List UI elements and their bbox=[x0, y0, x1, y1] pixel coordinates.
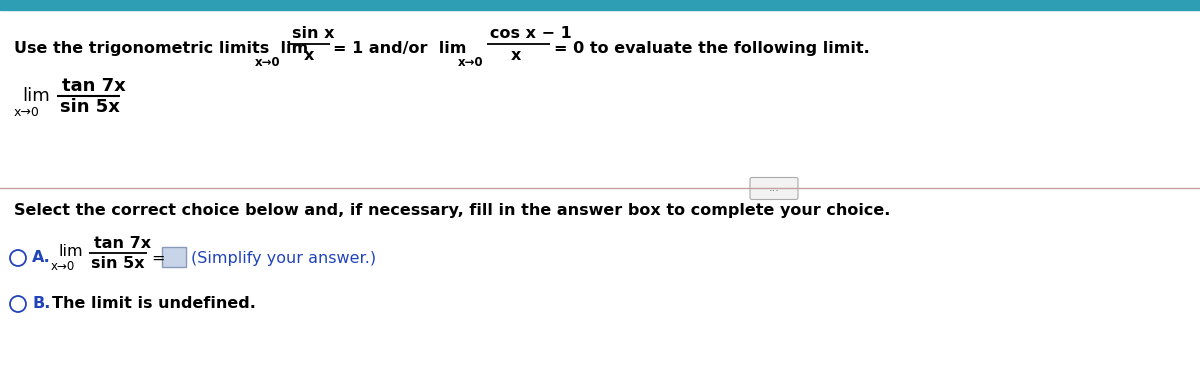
Text: tan 7x: tan 7x bbox=[94, 236, 151, 251]
Text: The limit is undefined.: The limit is undefined. bbox=[52, 296, 256, 311]
FancyBboxPatch shape bbox=[750, 178, 798, 199]
Text: =: = bbox=[151, 250, 164, 265]
Text: (Simplify your answer.): (Simplify your answer.) bbox=[191, 250, 376, 265]
Text: lim: lim bbox=[58, 244, 83, 259]
Text: B.: B. bbox=[32, 296, 50, 311]
Text: Use the trigonometric limits  lim: Use the trigonometric limits lim bbox=[14, 41, 308, 56]
Text: sin 5x: sin 5x bbox=[91, 255, 145, 270]
Text: cos x − 1: cos x − 1 bbox=[490, 26, 571, 41]
Text: Select the correct choice below and, if necessary, fill in the answer box to com: Select the correct choice below and, if … bbox=[14, 203, 890, 219]
Text: tan 7x: tan 7x bbox=[62, 77, 126, 95]
Text: A.: A. bbox=[32, 250, 50, 265]
Text: x: x bbox=[304, 48, 314, 63]
Text: = 0 to evaluate the following limit.: = 0 to evaluate the following limit. bbox=[554, 41, 870, 56]
Text: ...: ... bbox=[768, 183, 780, 194]
Text: = 1 and/or  lim: = 1 and/or lim bbox=[334, 41, 467, 56]
Text: x: x bbox=[511, 48, 521, 63]
Text: x→0: x→0 bbox=[14, 105, 40, 119]
FancyBboxPatch shape bbox=[162, 247, 186, 267]
Text: sin 5x: sin 5x bbox=[60, 98, 120, 116]
Text: x→0: x→0 bbox=[50, 259, 76, 273]
Text: x→0: x→0 bbox=[458, 56, 484, 70]
Bar bbox=[0, 0, 1200, 10]
Text: lim: lim bbox=[22, 87, 49, 105]
Text: x→0: x→0 bbox=[256, 56, 281, 70]
Text: sin x: sin x bbox=[292, 26, 335, 41]
